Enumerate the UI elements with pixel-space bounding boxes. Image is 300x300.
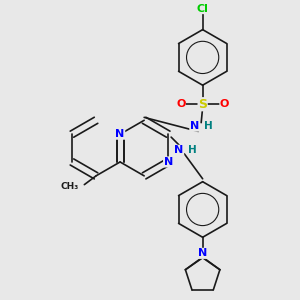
Text: N: N bbox=[116, 129, 125, 139]
Text: N: N bbox=[164, 157, 173, 167]
Text: Cl: Cl bbox=[197, 4, 208, 14]
Text: H: H bbox=[188, 145, 197, 155]
Text: CH₃: CH₃ bbox=[60, 182, 79, 190]
Text: S: S bbox=[198, 98, 207, 111]
Text: O: O bbox=[220, 99, 229, 109]
Text: N: N bbox=[198, 248, 207, 258]
Text: N: N bbox=[190, 121, 199, 131]
Text: H: H bbox=[203, 121, 212, 131]
Text: O: O bbox=[176, 99, 185, 109]
Text: N: N bbox=[174, 145, 184, 155]
